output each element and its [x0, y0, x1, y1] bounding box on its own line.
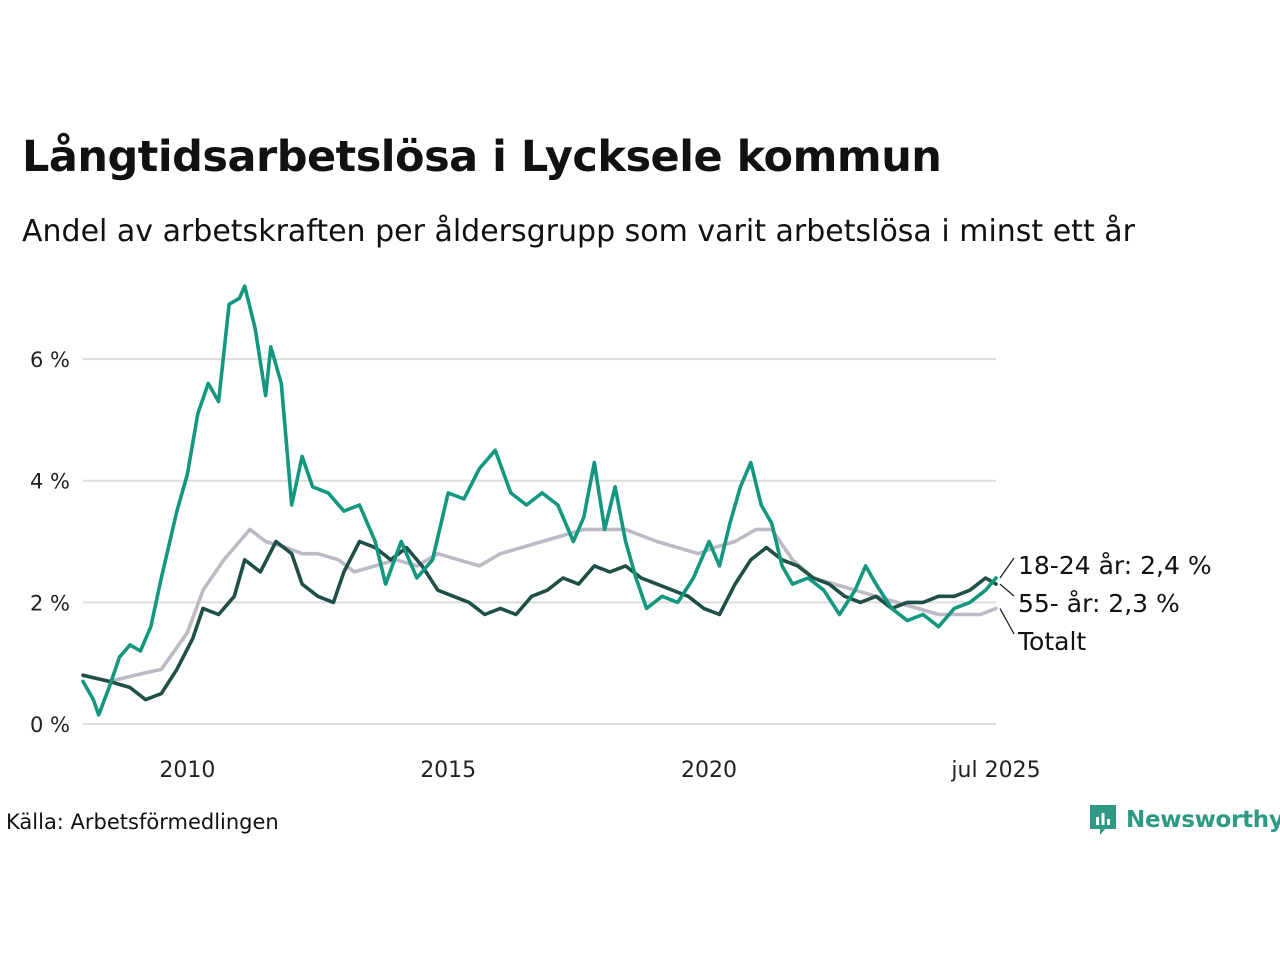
end-label-connector: [999, 608, 1015, 635]
end-labels: 18-24 år: 2,4 % 55- år: 2,3 % Totalt: [999, 551, 1212, 656]
series-line-total: [81, 527, 998, 684]
x-tick-label: jul 2025: [950, 758, 1040, 783]
source-note: Källa: Arbetsförmedlingen: [6, 810, 279, 834]
x-tick-label: 2010: [159, 758, 215, 783]
end-label: 55- år: 2,3 %: [1018, 589, 1180, 618]
y-tick-label: 2 %: [30, 591, 70, 615]
y-tick-label: 4 %: [30, 470, 70, 494]
newsworthy-logo: Newsworthy: [1088, 803, 1280, 837]
series-line-youth: [81, 284, 998, 717]
series-line-older: [81, 539, 998, 702]
y-axis-labels: 0 % 2 % 4 % 6 %: [30, 348, 70, 737]
end-label: 18-24 år: 2,4 %: [1018, 551, 1212, 580]
gridlines: [83, 358, 996, 725]
end-label-connector: [999, 557, 1015, 579]
y-tick-label: 0 %: [30, 713, 70, 737]
end-label: Totalt: [1017, 627, 1086, 656]
logo-text: Newsworthy: [1126, 807, 1280, 833]
end-label-connector: [999, 583, 1015, 597]
series-lines: [81, 284, 998, 717]
x-tick-label: 2020: [681, 758, 737, 783]
x-axis-labels: 2010 2015 2020 jul 2025: [159, 758, 1040, 783]
x-tick-label: 2015: [420, 758, 476, 783]
newsworthy-logo-icon: [1090, 805, 1116, 835]
y-tick-label: 6 %: [30, 348, 70, 372]
chart-title: Långtidsarbetslösa i Lycksele kommun: [22, 132, 942, 182]
chart-subtitle: Andel av arbetskraften per åldersgrupp s…: [22, 214, 1135, 249]
